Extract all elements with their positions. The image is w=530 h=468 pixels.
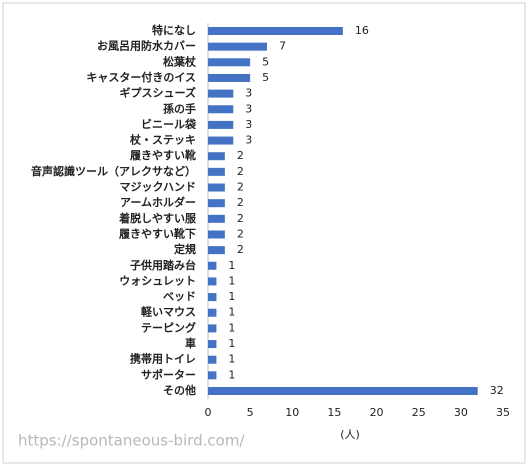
x-tick-label: 25 <box>412 406 426 419</box>
bar <box>208 387 478 395</box>
x-axis-label: (人) <box>340 428 360 441</box>
chart-border <box>2 2 526 464</box>
value-label: 1 <box>228 290 235 303</box>
value-label: 1 <box>228 368 235 381</box>
bar <box>208 105 234 114</box>
bar <box>208 230 225 239</box>
value-label: 3 <box>245 118 252 131</box>
value-label: 2 <box>237 212 244 225</box>
y-tick-label: テーピング <box>141 320 196 334</box>
bar <box>208 214 225 223</box>
y-tick-label: 杖・ステッキ <box>130 133 196 147</box>
value-label: 1 <box>228 306 235 319</box>
x-tick-label: 10 <box>285 406 299 419</box>
bar <box>208 89 234 98</box>
bar <box>208 152 225 161</box>
bar <box>208 246 225 255</box>
y-tick-label: 履きやすい靴下 <box>119 226 196 240</box>
y-tick-label: ギプスシューズ <box>120 86 196 100</box>
y-tick-label: サポーター <box>141 367 196 381</box>
value-label: 7 <box>279 40 286 53</box>
bar <box>208 42 267 51</box>
x-tick-label: 35 <box>496 406 510 419</box>
x-tick-label: 15 <box>327 406 341 419</box>
bar <box>208 58 251 67</box>
x-tick-label: 20 <box>370 406 384 419</box>
bar <box>208 167 225 176</box>
y-tick-label: キャスター付きのイス <box>86 70 196 84</box>
bar <box>208 324 217 333</box>
bar <box>208 371 217 380</box>
value-label: 2 <box>237 165 244 178</box>
bar <box>208 293 217 302</box>
y-tick-label: アームホルダー <box>120 195 196 209</box>
value-label: 1 <box>228 337 235 350</box>
value-label: 2 <box>237 181 244 194</box>
value-label: 3 <box>245 134 252 147</box>
bar <box>208 73 251 82</box>
bar <box>208 308 217 317</box>
bar <box>208 199 225 208</box>
value-label: 2 <box>237 149 244 162</box>
value-label: 1 <box>228 353 235 366</box>
value-label: 1 <box>228 259 235 272</box>
x-tick-label: 0 <box>205 406 212 419</box>
value-label: 16 <box>355 24 369 37</box>
y-tick-label: 音声認識ツール（アレクサなど） <box>31 164 196 178</box>
value-label: 3 <box>245 87 252 100</box>
y-tick-label: 履きやすい靴 <box>130 148 196 162</box>
y-tick-label: 孫の手 <box>163 101 196 115</box>
y-tick-label: 車 <box>185 336 196 350</box>
y-tick-label: 子供用踏み台 <box>130 258 196 272</box>
y-tick-label: ベッド <box>163 290 196 303</box>
bar <box>208 340 217 349</box>
y-tick-label: 定規 <box>174 242 196 256</box>
bar <box>208 183 225 192</box>
value-label: 2 <box>237 196 244 209</box>
x-tick-label: 5 <box>247 406 254 419</box>
x-tick-label: 30 <box>454 406 468 419</box>
value-label: 32 <box>490 384 504 397</box>
y-tick-label: ウォシュレット <box>119 274 196 287</box>
bar <box>208 355 217 364</box>
value-label: 2 <box>237 243 244 256</box>
y-tick-label: 着脱しやすい服 <box>118 211 197 225</box>
value-label: 5 <box>262 71 269 84</box>
y-tick-label: 松葉杖 <box>163 54 197 68</box>
y-tick-label: ビニール袋 <box>141 117 197 131</box>
bar <box>208 120 234 129</box>
value-label: 5 <box>262 55 269 68</box>
y-tick-label: 携帯用トイレ <box>130 352 196 366</box>
y-tick-label: 特になし <box>152 23 196 37</box>
y-tick-label: 軽いマウス <box>141 305 196 319</box>
value-label: 1 <box>228 321 235 334</box>
y-tick-label: お風呂用防水カバー <box>97 39 196 53</box>
value-label: 3 <box>245 102 252 115</box>
y-tick-label: その他 <box>163 383 196 397</box>
bar <box>208 27 343 35</box>
bar <box>208 136 234 145</box>
value-label: 2 <box>237 227 244 240</box>
bar <box>208 261 217 270</box>
watermark: https://spontaneous-bird.com/ <box>18 432 245 450</box>
bar <box>208 277 217 286</box>
value-label: 1 <box>228 274 235 287</box>
y-tick-label: マジックハンド <box>120 181 196 194</box>
